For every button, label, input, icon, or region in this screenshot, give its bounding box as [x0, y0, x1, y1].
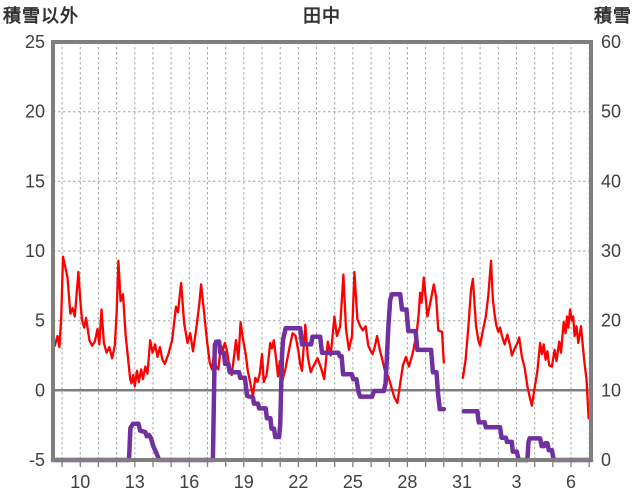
svg-text:50: 50 [601, 102, 621, 122]
svg-text:10: 10 [70, 472, 90, 492]
svg-text:5: 5 [35, 311, 45, 331]
horizontal-grid-lines [53, 111, 591, 322]
x-axis-tick-labels: 10 13 16 19 22 25 28 31 3 6 [70, 472, 576, 492]
right-axis-tick-labels: 60 50 40 30 20 10 0 [601, 32, 621, 470]
svg-text:0: 0 [601, 450, 611, 470]
left-axis-tick-labels: 25 20 15 10 5 0 -5 [25, 32, 45, 470]
red-series-line [51, 255, 590, 420]
svg-text:25: 25 [25, 32, 45, 52]
svg-text:25: 25 [343, 472, 363, 492]
svg-text:10: 10 [601, 380, 621, 400]
chart-title: 田中 [303, 6, 341, 26]
svg-text:19: 19 [234, 472, 254, 492]
plot-border [51, 40, 593, 462]
right-axis-title: 積雪 [594, 6, 632, 26]
svg-text:16: 16 [179, 472, 199, 492]
svg-text:22: 22 [288, 472, 308, 492]
left-axis-title: 積雪以外 [3, 6, 79, 26]
svg-text:-5: -5 [29, 450, 45, 470]
svg-text:30: 30 [601, 241, 621, 261]
svg-text:20: 20 [25, 102, 45, 122]
svg-text:6: 6 [566, 472, 576, 492]
svg-text:13: 13 [125, 472, 145, 492]
svg-text:28: 28 [397, 472, 417, 492]
svg-text:60: 60 [601, 32, 621, 52]
svg-text:15: 15 [25, 171, 45, 191]
svg-text:40: 40 [601, 171, 621, 191]
x-axis-ticks [61, 462, 590, 467]
svg-text:10: 10 [25, 241, 45, 261]
svg-text:20: 20 [601, 311, 621, 331]
svg-text:0: 0 [35, 380, 45, 400]
svg-text:3: 3 [511, 472, 521, 492]
svg-text:31: 31 [452, 472, 472, 492]
